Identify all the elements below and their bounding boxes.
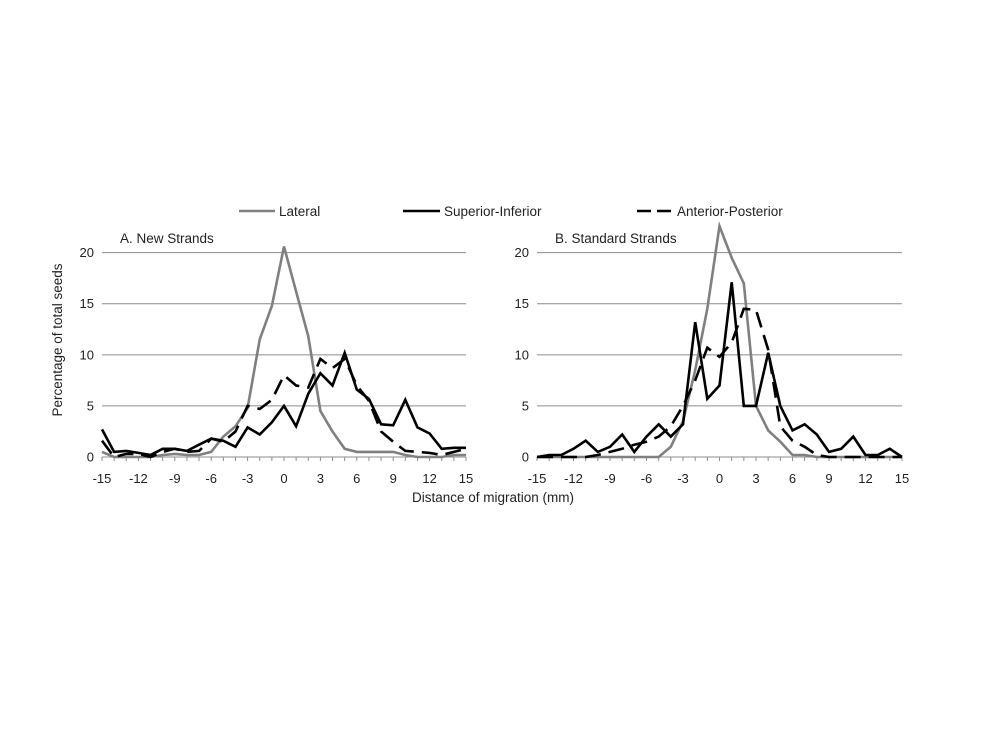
legend-label: Anterior-Posterior [677, 204, 783, 219]
series-line-anterior-posterior [100, 356, 467, 459]
x-tick-label: -9 [169, 471, 181, 486]
x-tick-label: -3 [677, 471, 689, 486]
y-tick-label: 20 [515, 245, 529, 260]
x-tick-label: 15 [895, 471, 909, 486]
x-tick-label: -12 [129, 471, 148, 486]
y-tick-label: 15 [515, 296, 529, 311]
legend: Lateral Superior-Inferior Anterior-Posteri… [239, 204, 783, 219]
series-line-superior-inferior [100, 348, 466, 457]
x-tick-label: 0 [280, 471, 287, 486]
y-tick-label: 5 [87, 398, 94, 413]
x-tick-label: 12 [422, 471, 436, 486]
y-tick-label: 10 [80, 347, 94, 362]
y-tick-label: 5 [522, 398, 529, 413]
x-tick-label: -6 [641, 471, 653, 486]
y-axis-title: Percentage of total seeds [50, 263, 65, 416]
y-tick-label: 20 [80, 245, 94, 260]
x-tick-label: 6 [789, 471, 796, 486]
x-tick-label: -15 [528, 471, 547, 486]
panel-a: 0 5 10 15 20 -15 -12 -9 -6 -3 0 3 6 9 12 15 A. New Stran… [80, 231, 474, 486]
x-tick-label: 12 [858, 471, 872, 486]
x-axis-title: Distance of migration (mm) [412, 490, 574, 505]
x-tick-label: 9 [825, 471, 832, 486]
x-tick-label: -12 [564, 471, 583, 486]
y-tick-label: 10 [515, 347, 529, 362]
series-line-anterior-posterior [537, 307, 902, 459]
y-tick-label: 0 [522, 450, 529, 465]
panel-title: B. Standard Strands [555, 231, 677, 246]
legend-label: Lateral [279, 204, 320, 219]
x-tick-label: 6 [353, 471, 360, 486]
legend-label: Superior-Inferior [444, 204, 542, 219]
y-tick-label: 0 [87, 450, 94, 465]
series-line-lateral [101, 246, 466, 459]
series-line-superior-inferior [536, 282, 903, 459]
panel-title: A. New Strands [120, 231, 214, 246]
x-tick-label: -6 [205, 471, 217, 486]
x-tick-label: -15 [93, 471, 112, 486]
x-tick-label: 15 [459, 471, 473, 486]
x-tick-label: -9 [604, 471, 616, 486]
x-tick-label: -3 [242, 471, 254, 486]
x-tick-label: 3 [752, 471, 759, 486]
panel-b: 0 5 10 15 20 -15 -12 -9 -6 -3 0 3 6 9 12 15 B. Standard … [515, 221, 909, 486]
x-tick-label: 3 [317, 471, 324, 486]
y-tick-label: 15 [80, 296, 94, 311]
x-tick-label: 0 [716, 471, 723, 486]
series-line-lateral [537, 221, 902, 459]
x-tick-label: 9 [390, 471, 397, 486]
